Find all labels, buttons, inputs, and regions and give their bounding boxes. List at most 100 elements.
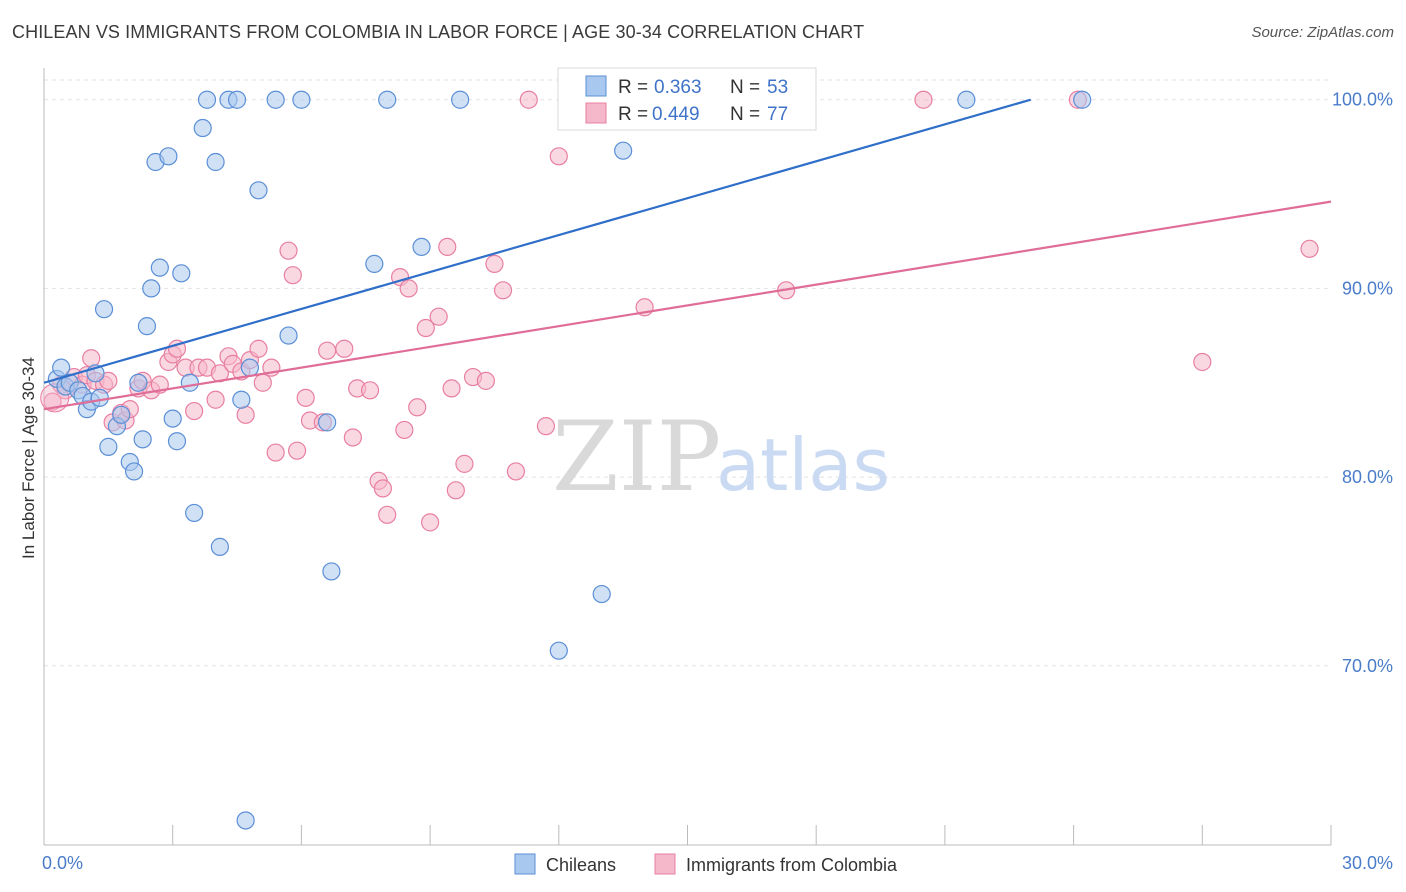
bottom-legend-swatch-pink — [654, 853, 676, 875]
chilean-point — [129, 373, 148, 392]
colombia-point — [249, 339, 268, 358]
watermark-atlas: atlas — [716, 423, 890, 507]
chilean-point — [957, 90, 976, 109]
colombia-point — [549, 147, 568, 166]
chilean-point — [614, 141, 633, 160]
chilean-point — [167, 432, 187, 451]
watermark-zip: ZIP — [552, 401, 721, 513]
chilean-point — [99, 437, 118, 456]
colombia-point — [185, 401, 204, 421]
legend-n-label-1: N = — [730, 77, 760, 98]
legend-n-value-1: 53 — [767, 77, 788, 98]
colombia-point — [236, 405, 255, 424]
x-tick-label: 30.0% — [1342, 853, 1393, 873]
bottom-legend-swatch-blue — [514, 853, 536, 875]
colombia-point — [914, 90, 933, 109]
chilean-point — [292, 90, 311, 109]
colombia-point — [493, 281, 513, 300]
chilean-point — [1073, 90, 1092, 109]
chilean-point — [378, 90, 397, 109]
colombia-point — [343, 428, 362, 447]
colombia-point — [360, 381, 380, 400]
colombia-point — [1300, 239, 1319, 258]
y-tick-label: 70.0% — [1342, 656, 1393, 676]
colombia-point — [167, 339, 187, 358]
chilean-point — [549, 641, 568, 660]
colombia-point — [335, 339, 354, 358]
colombia-point — [283, 266, 302, 285]
chilean-point — [365, 254, 384, 273]
chilean-point — [90, 388, 109, 407]
colombia-trend-line — [43, 200, 1332, 411]
colombia-point — [429, 307, 448, 326]
chilean-point — [322, 562, 341, 581]
chilean-point — [197, 90, 217, 109]
chilean-point — [592, 584, 611, 604]
colombia-point — [442, 379, 461, 398]
legend-r-label-1: R = — [618, 77, 648, 98]
colombia-point — [506, 462, 526, 481]
chilean-point — [112, 405, 131, 424]
x-tick-label: 0.0% — [42, 853, 83, 873]
legend-r-value-2: 0.449 — [652, 104, 700, 125]
chilean-point — [279, 326, 298, 345]
legend-r-label-2: R = — [618, 104, 648, 125]
axes — [43, 68, 1332, 846]
chilean-point — [232, 390, 251, 409]
colombia-point — [82, 349, 101, 368]
chilean-point — [266, 90, 285, 109]
trend-lines — [43, 98, 1332, 411]
colombia-point — [416, 318, 435, 338]
chilean-point — [318, 413, 337, 432]
stats-legend: R = 0.363 N = 53 R = 0.449 N = 77 — [557, 67, 817, 131]
legend-n-value-2: 77 — [767, 104, 788, 125]
colombia-point — [399, 279, 418, 298]
colombia-point — [408, 398, 427, 417]
chilean-point — [227, 90, 247, 109]
chilean-point — [240, 358, 260, 377]
colombia-point — [536, 417, 556, 436]
chilean-point — [236, 811, 255, 830]
colombia-point — [378, 505, 397, 524]
colombia-point — [476, 371, 495, 390]
colombia-point — [288, 441, 307, 460]
chilean-point — [180, 373, 199, 392]
watermark: ZIP atlas — [552, 401, 890, 513]
y-tick-labels: 100.0% 90.0% 80.0% 70.0% — [1332, 90, 1393, 676]
colombia-point — [519, 90, 538, 109]
chilean-point — [210, 537, 229, 556]
colombia-point — [318, 341, 337, 360]
chilean-point — [142, 279, 161, 298]
chilean-point — [249, 181, 268, 200]
series-legend: Chileans Immigrants from Colombia — [514, 853, 898, 875]
colombia-point — [1193, 352, 1212, 372]
colombia-point — [279, 241, 298, 260]
colombia-point — [266, 443, 285, 462]
x-tick-labels: 0.0% 30.0% — [42, 853, 1393, 873]
colombia-point — [395, 420, 414, 440]
chilean-point — [206, 152, 225, 172]
chilean-point — [412, 237, 431, 257]
colombia-point — [206, 390, 225, 409]
y-axis-title: In Labor Force | Age 30-34 — [19, 357, 38, 559]
source-label: Source: ZipAtlas.com — [1251, 24, 1394, 41]
colombia-point — [296, 388, 315, 407]
chilean-trend-line — [43, 98, 1032, 384]
chilean-point — [159, 147, 178, 166]
chilean-point — [124, 462, 144, 481]
y-tick-label: 100.0% — [1332, 90, 1393, 110]
legend-swatch-blue — [585, 75, 607, 97]
chart-title: CHILEAN VS IMMIGRANTS FROM COLOMBIA IN L… — [12, 22, 865, 42]
legend-r-value-1: 0.363 — [654, 77, 702, 98]
chilean-point — [52, 358, 71, 377]
bottom-legend-chileans: Chileans — [546, 855, 616, 875]
colombia-point — [485, 254, 504, 273]
chilean-point — [193, 118, 212, 138]
colombia-point — [43, 392, 62, 411]
chilean-point — [94, 300, 114, 319]
colombia-point — [421, 513, 440, 532]
colombia-point — [253, 373, 272, 392]
bottom-legend-colombia: Immigrants from Colombia — [686, 855, 898, 875]
colombia-point — [455, 454, 474, 473]
